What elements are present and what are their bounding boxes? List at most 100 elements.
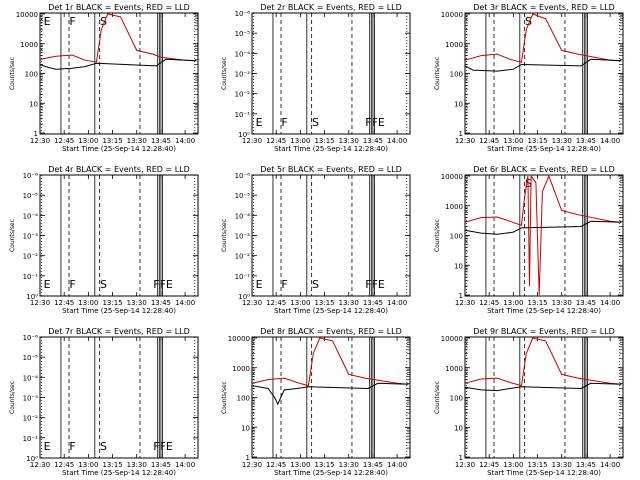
y-tick-label: 100	[25, 71, 38, 79]
x-tick-label: 13:15	[102, 461, 122, 469]
y-tick-label: 10⁻³	[23, 395, 39, 403]
y-tick-label: 1000	[445, 203, 463, 211]
y-tick-label: 10⁰	[238, 131, 250, 139]
x-tick-label: 14:00	[387, 299, 407, 307]
x-tick-label: 13:15	[314, 299, 334, 307]
event-marker-f: F	[281, 278, 287, 291]
x-tick-label: 14:00	[175, 461, 195, 469]
event-marker-s: S	[100, 278, 107, 291]
y-tick-label: 1000	[232, 365, 250, 373]
x-tick-label: 12:30	[455, 299, 475, 307]
y-tick-label: 10⁻⁶	[235, 10, 251, 18]
chart-panel-9: Det 9r BLACK = Events, RED = LLD Counts/s…	[434, 327, 624, 477]
y-axis-label: Counts/sec	[9, 381, 16, 414]
series-line-events	[464, 220, 622, 235]
y-tick-label: 1	[459, 130, 463, 138]
y-tick-label: 10⁻⁴	[23, 374, 39, 382]
y-tick-label: 10000	[441, 335, 463, 343]
x-tick-label: 13:30	[552, 461, 572, 469]
event-marker-ffe: FFE	[153, 440, 173, 453]
x-tick-label: 13:15	[102, 137, 122, 145]
y-tick-label: 10⁻⁶	[235, 172, 251, 180]
event-marker-ffe: FFE	[365, 116, 385, 129]
chart-panel-7: Det 7r BLACK = Events, RED = LLD Counts/s…	[9, 327, 199, 477]
y-tick-label: 1	[34, 130, 38, 138]
x-tick-label: 14:00	[387, 461, 407, 469]
x-tick-label: 13:15	[527, 299, 547, 307]
x-tick-label: 13:45	[151, 137, 171, 145]
x-tick-label: 13:00	[78, 461, 98, 469]
y-axis-label: Counts/sec	[9, 57, 16, 90]
x-tick-label: 12:45	[54, 461, 74, 469]
x-tick-label: 12:30	[30, 137, 50, 145]
y-axis-label: Counts/sec	[221, 219, 228, 252]
x-tick-label: 12:45	[479, 137, 499, 145]
x-tick-label: 13:30	[552, 137, 572, 145]
x-axis-label: Start Time (25-Sep-14 12:28:40)	[274, 145, 388, 153]
x-tick-label: 14:00	[175, 299, 195, 307]
y-tick-label: 10	[241, 424, 250, 432]
x-tick-label: 14:00	[600, 461, 620, 469]
x-axis-label: Start Time (25-Sep-14 12:28:40)	[274, 307, 388, 315]
event-marker-e: E	[256, 116, 263, 129]
x-tick-label: 12:30	[455, 137, 475, 145]
x-tick-label: 12:45	[266, 299, 286, 307]
x-tick-label: 12:30	[242, 461, 262, 469]
x-tick-label: 12:45	[479, 299, 499, 307]
y-axis-label: Counts/sec	[9, 219, 16, 252]
y-axis-label: Counts/sec	[221, 381, 228, 414]
y-tick-label: 10⁻⁵	[23, 192, 39, 200]
chart-panel-5: Det 5r BLACK = Events, RED = LLD Counts/s…	[221, 165, 411, 315]
chart-panel-8: Det 8r BLACK = Events, RED = LLD Counts/s…	[221, 327, 411, 477]
x-tick-label: 13:00	[503, 299, 523, 307]
x-tick-label: 12:45	[54, 137, 74, 145]
chart-title: Det 1r BLACK = Events, RED = LLD	[48, 3, 190, 12]
y-axis-label: Counts/sec	[221, 57, 228, 90]
x-axis-label: Start Time (25-Sep-14 12:28:40)	[62, 307, 176, 315]
x-tick-label: 13:45	[363, 299, 383, 307]
y-tick-label: 10	[454, 424, 463, 432]
y-tick-label: 10⁻³	[235, 233, 251, 241]
x-tick-label: 12:45	[266, 137, 286, 145]
y-tick-label: 10	[454, 100, 463, 108]
series-line-lld	[464, 337, 622, 387]
x-tick-label: 13:45	[576, 137, 596, 145]
x-tick-label: 13:30	[339, 461, 359, 469]
y-tick-label: 1	[459, 292, 463, 300]
x-tick-label: 13:15	[527, 461, 547, 469]
event-marker-ffe: FFE	[365, 278, 385, 291]
chart-title: Det 4r BLACK = Events, RED = LLD	[48, 165, 190, 174]
y-tick-label: 1	[459, 454, 463, 462]
event-marker-s: S	[100, 440, 107, 453]
y-tick-label: 100	[237, 395, 250, 403]
event-marker-f: F	[69, 15, 75, 28]
y-tick-label: 10⁻²	[23, 415, 39, 423]
y-tick-label: 10⁻³	[235, 71, 251, 79]
y-tick-label: 10⁰	[26, 293, 38, 301]
x-tick-label: 12:30	[30, 461, 50, 469]
x-tick-label: 13:15	[102, 299, 122, 307]
x-tick-label: 13:30	[127, 299, 147, 307]
chart-panel-4: Det 4r BLACK = Events, RED = LLD Counts/s…	[9, 165, 199, 315]
x-tick-label: 12:30	[455, 461, 475, 469]
x-tick-label: 12:45	[54, 299, 74, 307]
x-tick-label: 13:00	[290, 461, 310, 469]
series-line-events	[39, 58, 197, 70]
y-tick-label: 10⁰	[26, 455, 38, 463]
x-tick-label: 14:00	[600, 137, 620, 145]
y-tick-label: 1000	[445, 41, 463, 49]
x-tick-label: 13:45	[151, 299, 171, 307]
y-axis-label: Counts/sec	[434, 219, 441, 252]
event-marker-s: S	[100, 15, 107, 28]
x-tick-label: 13:30	[552, 299, 572, 307]
y-tick-label: 10⁻¹	[23, 435, 39, 443]
x-tick-label: 13:00	[290, 299, 310, 307]
event-marker-f: F	[69, 278, 75, 291]
x-tick-label: 13:00	[78, 137, 98, 145]
chart-title: Det 3r BLACK = Events, RED = LLD	[473, 3, 615, 12]
x-tick-label: 12:30	[30, 299, 50, 307]
y-tick-label: 10⁰	[238, 293, 250, 301]
y-tick-label: 100	[450, 71, 463, 79]
event-marker-s: S	[312, 278, 319, 291]
